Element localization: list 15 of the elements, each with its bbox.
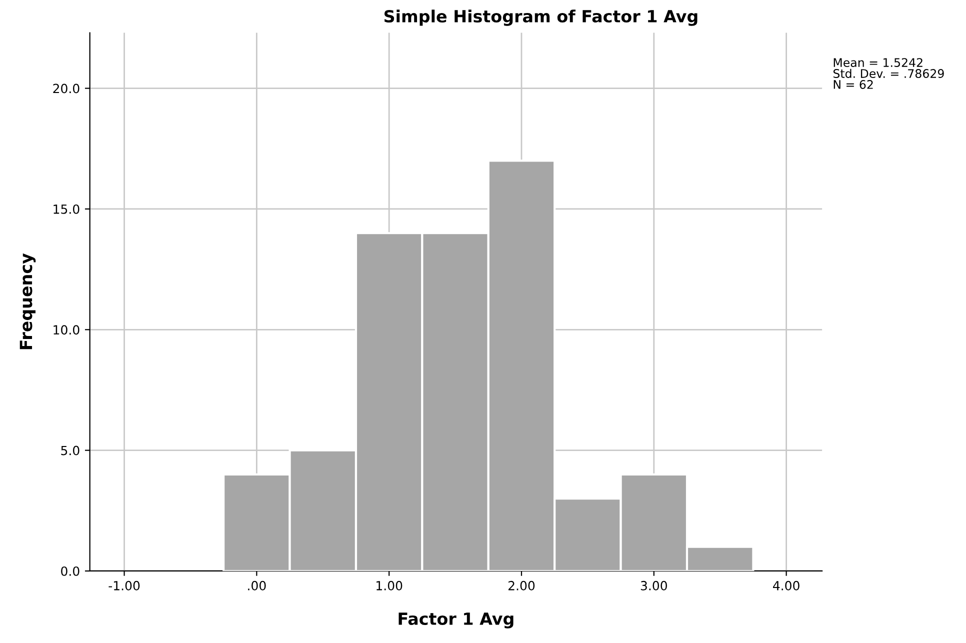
text: Mean = 1.5242 Std. Dev. = .78629 N = 62 xyxy=(833,58,944,89)
x-tick-label: .00 xyxy=(248,580,266,590)
y-tick-label: 15.0 xyxy=(54,204,80,214)
y-axis-title: Frequency xyxy=(20,253,36,350)
y-tick-label: 20.0 xyxy=(53,84,80,94)
x-tick-label: 2.00 xyxy=(508,580,535,590)
x-axis-title: Factor 1 Avg xyxy=(398,612,514,628)
y-tick-label: 5.0 xyxy=(61,446,80,456)
x-tick-label: 1.00 xyxy=(376,580,402,590)
x-tick-label: -1.00 xyxy=(108,580,140,590)
y-tick-label: 0.0 xyxy=(61,566,80,576)
y-tick-label: 10.0 xyxy=(54,325,80,335)
chart-title: Simple Histogram of Factor 1 Avg xyxy=(384,10,698,26)
x-tick-label: 4.00 xyxy=(773,580,800,590)
x-tick-label: 3.00 xyxy=(640,580,667,590)
